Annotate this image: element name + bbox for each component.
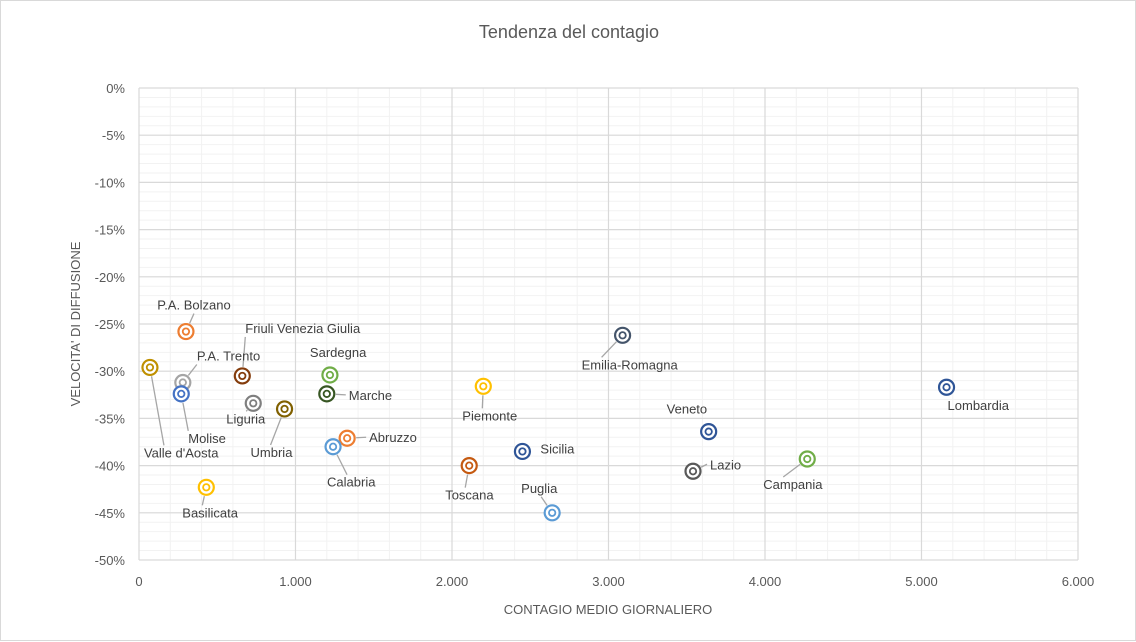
- x-tick-label: 0: [135, 574, 142, 589]
- data-label-friuli-venezia-giulia: Friuli Venezia Giulia: [245, 321, 361, 336]
- data-point-sardegna: [321, 366, 339, 384]
- data-point-veneto: [700, 423, 718, 441]
- data-label-puglia: Puglia: [521, 481, 558, 496]
- label-leader-lines: [150, 313, 801, 506]
- leader-line-emilia-romagna: [601, 341, 617, 358]
- y-tick-label: -40%: [95, 459, 126, 474]
- data-label-sardegna: Sardegna: [310, 345, 367, 360]
- x-tick-label: 1.000: [279, 574, 312, 589]
- data-point-lazio: [684, 462, 702, 480]
- data-label-abruzzo: Abruzzo: [369, 430, 417, 445]
- data-label-calabria: Calabria: [327, 475, 376, 490]
- data-point-p-a-bolzano: [177, 322, 195, 341]
- data-label-umbria: Umbria: [251, 445, 294, 460]
- data-label-valle-d-aosta: Valle d'Aosta: [144, 445, 219, 460]
- data-label-lombardia: Lombardia: [948, 398, 1010, 413]
- data-label-toscana: Toscana: [445, 488, 494, 503]
- data-point-basilicata: [197, 478, 215, 496]
- data-point-liguria: [244, 394, 262, 412]
- data-label-campania: Campania: [763, 477, 823, 492]
- leader-line-liguria: [245, 409, 248, 412]
- y-tick-label: -25%: [95, 317, 126, 332]
- leader-line-puglia: [540, 496, 548, 506]
- leader-line-toscana: [464, 474, 469, 488]
- leader-line-basilicata: [201, 495, 205, 506]
- data-label-veneto: Veneto: [667, 402, 708, 417]
- x-tick-label: 6.000: [1062, 574, 1095, 589]
- y-tick-label: -30%: [95, 364, 126, 379]
- y-tick-label: -5%: [102, 128, 126, 143]
- data-point-lombardia: [937, 378, 956, 396]
- x-tick-label: 2.000: [436, 574, 469, 589]
- y-tick-label: 0%: [106, 81, 125, 96]
- leader-line-lazio: [700, 463, 708, 468]
- x-tick-label: 4.000: [749, 574, 782, 589]
- y-tick-label: -15%: [95, 223, 126, 238]
- data-point-campania: [798, 450, 816, 468]
- y-axis-ticks: 0% -5% -10% -15% -20% -25% -30% -35% -40% -45% -50…: [95, 81, 126, 568]
- y-tick-label: -50%: [95, 553, 126, 568]
- data-point-molise: [172, 385, 190, 403]
- data-point-piemonte: [474, 377, 492, 395]
- y-tick-label: -10%: [95, 175, 126, 190]
- data-label-liguria: Liguria: [226, 411, 266, 426]
- data-point-friuli-venezia-giulia: [233, 367, 251, 385]
- x-axis-ticks: 0 1.000 2.000 3.000 4.000 5.000 6.000: [135, 574, 1094, 589]
- data-label-molise: Molise: [188, 431, 226, 446]
- data-label-lazio: Lazio: [710, 457, 741, 472]
- y-tick-label: -45%: [95, 506, 126, 521]
- y-axis-title: VELOCITA' DI DIFFUSIONE: [68, 241, 83, 406]
- leader-line-abruzzo: [356, 436, 367, 439]
- data-points: [141, 322, 956, 522]
- leader-line-friuli-venezia-giulia: [242, 336, 246, 367]
- data-label-p-a-bolzano: P.A. Bolzano: [157, 298, 230, 313]
- leader-line-p-a-bolzano: [189, 313, 195, 324]
- leader-line-calabria: [336, 454, 348, 476]
- data-label-basilicata: Basilicata: [182, 505, 238, 520]
- data-point-puglia: [543, 504, 561, 522]
- data-point-abruzzo: [338, 429, 356, 447]
- data-point-sicilia: [513, 442, 532, 461]
- data-point-toscana: [460, 457, 478, 475]
- data-label-marche: Marche: [349, 388, 392, 403]
- data-point-marche: [318, 385, 336, 403]
- chart-title: Tendenza del contagio: [479, 22, 659, 42]
- data-point-umbria: [275, 400, 294, 418]
- leader-line-molise: [182, 402, 189, 431]
- data-point-calabria: [324, 438, 342, 456]
- leader-line-valle-d-aosta: [150, 376, 165, 446]
- data-point-valle-d-aosta: [141, 358, 159, 377]
- y-tick-label: -35%: [95, 411, 126, 426]
- x-tick-label: 3.000: [592, 574, 625, 589]
- data-labels: P.A. Bolzano Friuli Venezia Giulia P.A. Tr…: [144, 298, 1010, 521]
- gridlines: [138, 87, 1079, 561]
- data-label-emilia-romagna: Emilia-Romagna: [582, 357, 679, 372]
- leader-line-p-a-trento: [187, 364, 198, 376]
- leader-line-marche: [335, 393, 346, 396]
- data-label-sicilia: Sicilia: [540, 441, 575, 456]
- leader-line-campania: [782, 463, 801, 478]
- data-point-emilia-romagna: [613, 326, 632, 344]
- data-label-p-a-trento: P.A. Trento: [197, 349, 260, 364]
- y-tick-label: -20%: [95, 270, 126, 285]
- x-tick-label: 5.000: [905, 574, 938, 589]
- data-label-piemonte: Piemonte: [462, 408, 517, 423]
- leader-line-piemonte: [481, 395, 484, 409]
- x-axis-title: CONTAGIO MEDIO GIORNALIERO: [504, 602, 713, 617]
- leader-line-umbria: [269, 417, 282, 446]
